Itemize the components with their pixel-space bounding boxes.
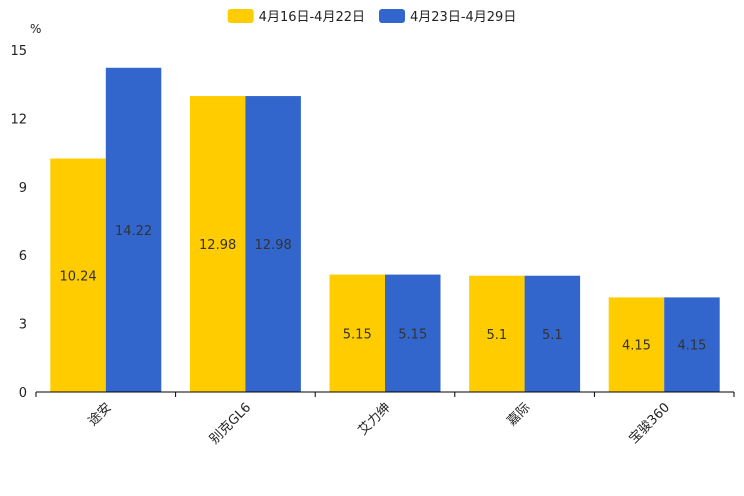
y-tick-label: 6 [19,249,27,264]
bar-series-2 [385,274,441,392]
bar-series-2 [524,275,581,392]
y-tick-label: 12 [10,112,27,127]
data-label: 4.15 [677,339,706,354]
bar-series-2 [105,67,162,392]
data-label: 12.98 [255,238,292,253]
data-label: 5.15 [398,327,427,342]
y-tick-label: 9 [19,181,27,196]
bar-series-2 [664,297,720,392]
legend-label-series-2: 4月23日-4月29日 [410,10,516,25]
legend-swatch-series-1 [227,9,254,23]
y-tick-label: 3 [19,318,27,333]
bar-series-2 [245,96,301,392]
legend-swatch-series-2 [379,9,405,23]
data-label: 14.22 [115,224,152,239]
data-label: 5.1 [487,328,508,343]
y-axis-ticks: 0 3 6 9 12 15 [10,44,27,401]
data-label: 5.15 [343,327,372,342]
x-category-label: 艾力绅 [356,400,394,438]
data-label: 12.98 [199,238,236,253]
x-category-label: 途安 [85,400,115,430]
x-category-label: 宝骏360 [626,400,673,447]
x-category-label: 嘉际 [504,400,533,429]
legend-label-series-1: 4月16日-4月22日 [259,10,365,25]
bar-series-1 [50,158,106,392]
bar-series-1 [189,96,246,392]
y-tick-label: 0 [19,386,27,401]
y-axis-unit-label: % [30,22,41,36]
data-label: 4.15 [622,339,651,354]
bars [50,67,720,392]
legend: 4月16日-4月22日 4月23日-4月29日 [227,9,516,25]
data-label: 10.24 [59,269,96,284]
x-category-label: 别克GL6 [207,400,254,447]
x-axis-ticks: 途安 别克GL6 艾力绅 嘉际 宝骏360 [35,392,735,447]
bar-series-1 [608,297,665,392]
data-label: 5.1 [542,328,563,343]
bar-series-1 [469,275,525,392]
y-tick-label: 15 [10,44,27,59]
bar-series-1 [329,274,385,392]
value-labels: 10.24 14.22 12.98 12.98 5.15 5.15 5.1 5.1 4.15 4.… [59,224,706,354]
